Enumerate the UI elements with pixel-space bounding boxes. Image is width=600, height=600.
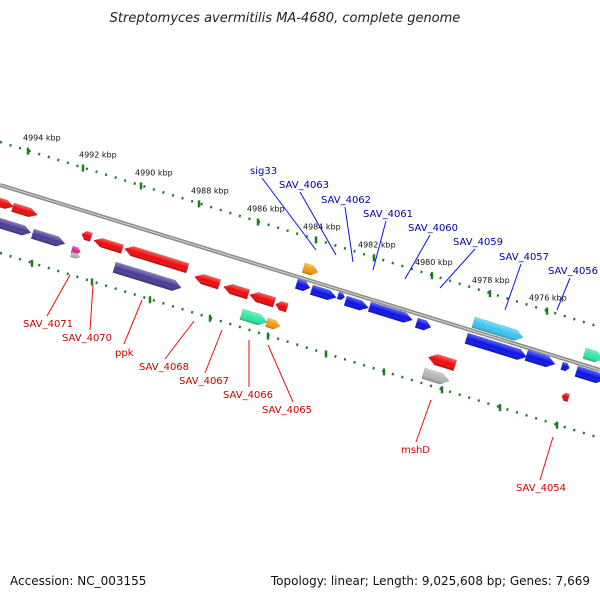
gene-feature[interactable]	[309, 284, 338, 302]
genome-backbone-highlight	[0, 184, 600, 371]
kbp-tick-label: 4986 kbp	[247, 205, 285, 214]
gene-feature[interactable]	[274, 300, 289, 313]
gene-feature[interactable]	[421, 367, 451, 386]
gene-label-text[interactable]: sig33	[250, 166, 277, 177]
kbp-tick-label: 4980 kbp	[415, 258, 453, 267]
gene-label[interactable]: SAV_4062	[321, 195, 371, 263]
gene-label-text[interactable]: SAV_4070	[62, 333, 112, 344]
gene-feature[interactable]	[248, 290, 277, 308]
gene-label[interactable]: SAV_4061	[363, 209, 413, 271]
gene-label-text[interactable]: SAV_4067	[179, 376, 229, 387]
gene-feature[interactable]	[336, 291, 346, 301]
gene-feature[interactable]	[80, 230, 93, 242]
gene-feature[interactable]	[193, 272, 222, 290]
gene-feature[interactable]	[427, 352, 458, 372]
gene-label[interactable]: SAV_4059	[439, 237, 503, 289]
kbp-tick-label: 4978 kbp	[472, 276, 510, 285]
gene-feature[interactable]	[524, 349, 557, 369]
gene-feature[interactable]	[265, 317, 281, 331]
gene-feature[interactable]	[112, 261, 183, 293]
gene-feature[interactable]	[222, 282, 251, 300]
gene-feature[interactable]	[471, 316, 525, 343]
gene-feature[interactable]	[239, 308, 269, 327]
gene-label[interactable]: SAV_4056	[548, 266, 598, 311]
gene-label[interactable]: SAV_4057	[499, 252, 549, 311]
gene-feature[interactable]	[30, 228, 66, 249]
gene-label-text[interactable]: SAV_4065	[262, 405, 312, 416]
genome-summary: Topology: linear; Length: 9,025,608 bp; …	[270, 574, 590, 588]
kbp-tick-label: 4988 kbp	[191, 186, 229, 195]
gene-feature[interactable]	[582, 347, 600, 364]
gene-label-text[interactable]: SAV_4061	[363, 209, 413, 220]
gene-label-text[interactable]: SAV_4063	[279, 180, 329, 191]
gene-feature[interactable]	[294, 278, 311, 293]
kbp-tick-label: 4984 kbp	[303, 222, 341, 231]
gene-feature[interactable]	[301, 262, 319, 277]
gene-label-text[interactable]: SAV_4056	[548, 266, 598, 277]
gene-label[interactable]: SAV_4071	[23, 274, 73, 330]
gene-feature[interactable]	[123, 244, 190, 274]
gene-label-text[interactable]: SAV_4060	[408, 223, 458, 234]
gene-label-text[interactable]: SAV_4057	[499, 252, 549, 263]
gene-feature[interactable]	[92, 236, 124, 254]
gene-label-text[interactable]: SAV_4059	[453, 237, 503, 248]
gene-label[interactable]: mshD	[401, 399, 432, 456]
map-title: Streptomyces avermitilis MA-4680, comple…	[110, 11, 461, 26]
gene-label-text[interactable]: SAV_4066	[223, 390, 273, 401]
gene-label[interactable]: SAV_4060	[404, 223, 458, 280]
gene-feature[interactable]	[574, 365, 600, 385]
gene-label[interactable]: sig33	[250, 166, 317, 251]
gene-label[interactable]: SAV_4068	[139, 320, 195, 373]
gene-label-text[interactable]: ppk	[115, 348, 134, 359]
gene-feature[interactable]	[343, 295, 370, 313]
gene-feature[interactable]	[414, 317, 432, 332]
gene-label[interactable]: ppk	[115, 299, 143, 359]
kbp-tick-label: 4990 kbp	[135, 168, 173, 177]
gene-label-text[interactable]: mshD	[401, 445, 430, 456]
gene-feature[interactable]	[70, 245, 82, 255]
gene-label-text[interactable]: SAV_4054	[516, 483, 566, 494]
gene-feature[interactable]	[0, 195, 15, 211]
gene-label[interactable]: SAV_4066	[223, 340, 273, 401]
kbp-tick-label: 4994 kbp	[23, 134, 61, 143]
gene-label-text[interactable]: SAV_4062	[321, 195, 371, 206]
gene-label[interactable]: SAV_4067	[179, 329, 229, 387]
kbp-tick-label: 4992 kbp	[79, 151, 117, 160]
gene-label[interactable]: SAV_4054	[516, 436, 566, 494]
gene-feature[interactable]	[0, 217, 32, 238]
gene-feature[interactable]	[70, 251, 81, 259]
accession-label: Accession: NC_003155	[10, 574, 147, 588]
gene-label-text[interactable]: SAV_4071	[23, 319, 73, 330]
gene-feature[interactable]	[560, 361, 571, 372]
gene-label[interactable]: SAV_4070	[62, 284, 112, 344]
kbp-tick-label: 4982 kbp	[358, 240, 396, 249]
gene-feature[interactable]	[367, 301, 414, 325]
genome-tracks: 4994 kbp 4992 kbp 4990 kbp 4988 kbp 4986 kbp…	[0, 134, 600, 440]
gene-feature[interactable]	[11, 202, 39, 219]
gene-features	[0, 195, 600, 403]
gene-label-text[interactable]: SAV_4068	[139, 362, 189, 373]
kbp-tick-label: 4976 kbp	[529, 294, 567, 303]
gene-label[interactable]: SAV_4063	[279, 180, 337, 256]
gene-feature[interactable]	[561, 392, 571, 403]
gene-feature[interactable]	[464, 332, 528, 362]
gene-label[interactable]: SAV_4065	[262, 344, 312, 416]
